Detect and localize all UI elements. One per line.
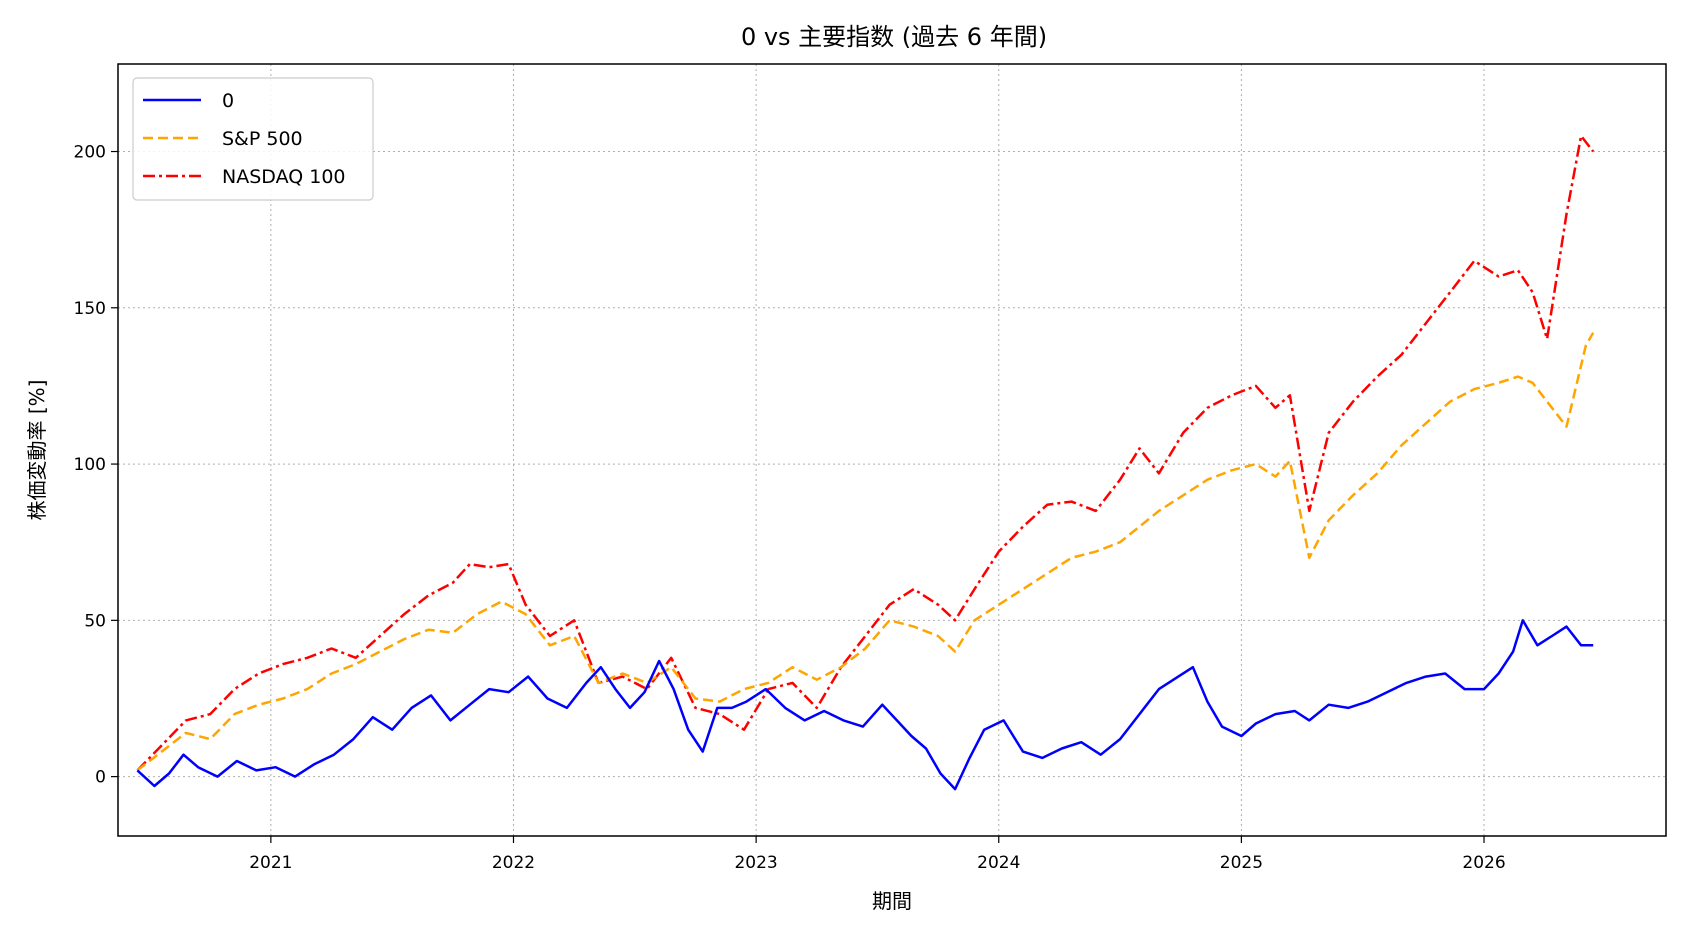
- x-tick-label: 2021: [249, 853, 292, 873]
- y-tick-label: 150: [74, 299, 106, 319]
- x-tick-label: 2024: [977, 853, 1020, 873]
- x-axis-title: 期間: [872, 889, 912, 913]
- grid-layer: [118, 64, 1666, 836]
- legend-label: S&P 500: [222, 128, 303, 150]
- plot-frame: [117, 63, 1667, 837]
- x-tick-label: 2023: [734, 853, 777, 873]
- x-tick-label: 2025: [1220, 853, 1263, 873]
- legend-box: [132, 77, 374, 201]
- x-tick-label: 2026: [1462, 853, 1505, 873]
- legend: 0 S&P 500 NASDAQ 100: [132, 77, 374, 201]
- legend-label: NASDAQ 100: [222, 166, 346, 188]
- legend-label: 0: [222, 90, 234, 112]
- y-tick-label: 0: [95, 768, 106, 788]
- series-line-nasdaq-100: [136, 134, 1595, 772]
- chart-title: 0 vs 主要指数 (過去 6 年間): [741, 23, 1047, 51]
- x-tick-label: 2022: [492, 853, 535, 873]
- y-tick-label: 50: [84, 611, 106, 631]
- y-tick-label: 200: [74, 143, 106, 163]
- y-tick-label: 100: [74, 455, 106, 475]
- series-line-zero: [136, 619, 1594, 791]
- series-layer: [136, 134, 1595, 791]
- ticks-layer: 2021 2022 2023 2024 2025 2026 0 50 100 150 200: [74, 143, 1506, 873]
- y-axis-title: 株価変動率 [%]: [25, 380, 49, 521]
- series-line-s-p-500: [136, 332, 1595, 772]
